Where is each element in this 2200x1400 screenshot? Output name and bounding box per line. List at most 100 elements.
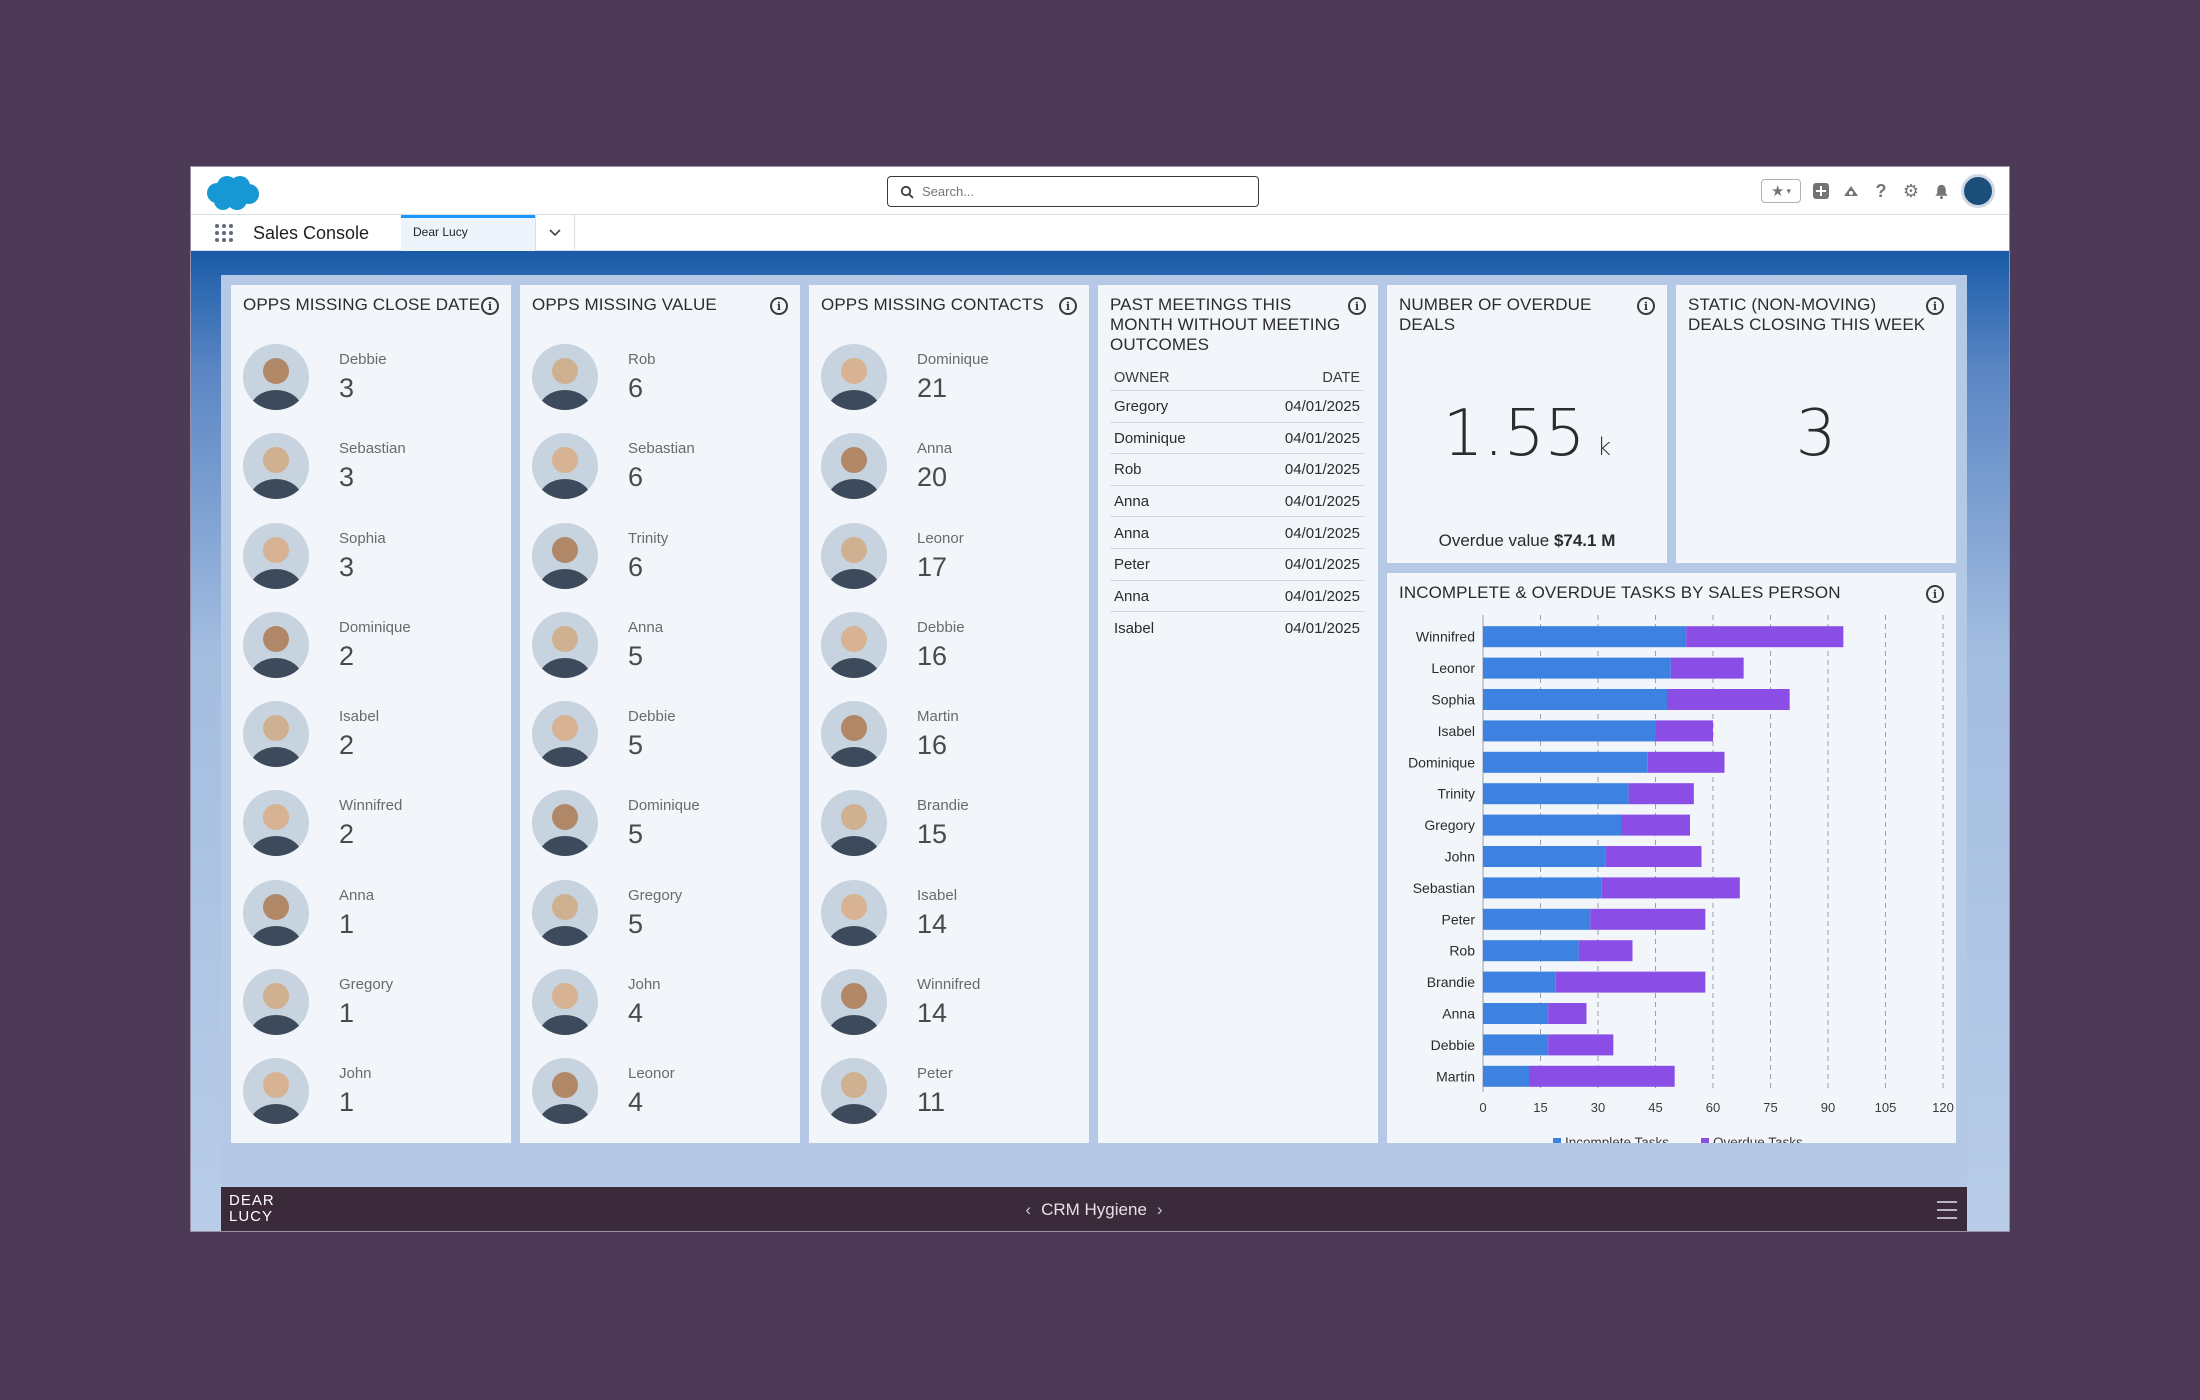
table-row[interactable]: Dominique 04/01/2025 bbox=[1110, 422, 1364, 455]
bar-incomplete-tasks bbox=[1483, 720, 1656, 742]
person-count: 3 bbox=[339, 462, 355, 493]
global-actions-icon[interactable] bbox=[1811, 181, 1831, 201]
person-row[interactable]: Sebastian 3 bbox=[243, 430, 499, 519]
person-row[interactable]: Dominique 5 bbox=[532, 787, 788, 876]
person-row[interactable]: Sebastian 6 bbox=[532, 430, 788, 519]
page-title: CRM Hygiene bbox=[1041, 1200, 1147, 1219]
person-count: 5 bbox=[628, 640, 644, 671]
nav-menu-button[interactable] bbox=[535, 215, 575, 251]
person-row[interactable]: Martin 16 bbox=[821, 698, 1077, 787]
avatar bbox=[243, 344, 309, 410]
info-icon[interactable]: i bbox=[1926, 297, 1944, 315]
bar-overdue-tasks bbox=[1670, 657, 1744, 679]
person-count: 21 bbox=[917, 373, 948, 403]
card-title: NUMBER OF OVERDUE DEALS bbox=[1399, 295, 1592, 335]
person-row[interactable]: Trinity 6 bbox=[532, 520, 788, 609]
logo-line: DEAR bbox=[229, 1192, 275, 1209]
person-row[interactable]: Gregory 5 bbox=[532, 877, 788, 966]
person-count: 11 bbox=[917, 1087, 946, 1118]
person-row[interactable]: Debbie 16 bbox=[821, 609, 1077, 698]
global-header: ★ ▾ ? ⚙ bbox=[191, 167, 2009, 215]
person-row[interactable]: Rob 6 bbox=[532, 341, 788, 430]
person-row[interactable]: Brandie 15 bbox=[821, 787, 1077, 876]
next-page-button[interactable]: › bbox=[1156, 1200, 1163, 1219]
person-name: Sebastian bbox=[339, 440, 406, 458]
person-row[interactable]: Sophia 3 bbox=[243, 520, 499, 609]
app-window: ★ ▾ ? ⚙ Sales Console Dear Lucy bbox=[190, 166, 2010, 1232]
info-icon[interactable]: i bbox=[1926, 585, 1944, 603]
person-name: Dominique bbox=[339, 618, 411, 636]
salesforce-cloud-logo[interactable] bbox=[203, 173, 261, 213]
table-row[interactable]: Anna 04/01/2025 bbox=[1110, 516, 1364, 549]
table-row[interactable]: Anna 04/01/2025 bbox=[1110, 580, 1364, 613]
person-row[interactable]: Anna 20 bbox=[821, 430, 1077, 519]
table-row[interactable]: Gregory 04/01/2025 bbox=[1110, 390, 1364, 423]
person-row[interactable]: John 4 bbox=[532, 966, 788, 1055]
overdue-value-amount: $74.1 M bbox=[1553, 531, 1616, 550]
info-icon[interactable]: i bbox=[1348, 297, 1366, 315]
x-tick-label: 45 bbox=[1648, 1100, 1662, 1115]
person-row[interactable]: Anna 5 bbox=[532, 609, 788, 698]
info-icon[interactable]: i bbox=[1059, 297, 1077, 315]
person-row[interactable]: Dominique 2 bbox=[243, 609, 499, 698]
info-icon[interactable]: i bbox=[1637, 297, 1655, 315]
person-row[interactable]: Leonor 4 bbox=[532, 1055, 788, 1144]
info-icon[interactable]: i bbox=[770, 297, 788, 315]
column-header-date[interactable]: DATE bbox=[1234, 365, 1364, 391]
info-icon[interactable]: i bbox=[481, 297, 499, 315]
title-line: DEALS CLOSING THIS WEEK bbox=[1688, 315, 1926, 334]
search-input[interactable] bbox=[922, 184, 1222, 199]
bar-overdue-tasks bbox=[1628, 783, 1694, 805]
person-row[interactable]: Winnifred 2 bbox=[243, 787, 499, 876]
person-row[interactable]: Isabel 14 bbox=[821, 877, 1077, 966]
person-row[interactable]: Leonor 17 bbox=[821, 520, 1077, 609]
help-icon[interactable]: ? bbox=[1875, 180, 1887, 201]
person-row[interactable]: Peter 11 bbox=[821, 1055, 1077, 1144]
person-row[interactable]: John 1 bbox=[243, 1055, 499, 1144]
person-row[interactable]: Anna 1 bbox=[243, 877, 499, 966]
table-row[interactable]: Anna 04/01/2025 bbox=[1110, 485, 1364, 518]
bar-overdue-tasks bbox=[1655, 720, 1713, 742]
chevron-down-icon: ▾ bbox=[1786, 185, 1791, 196]
person-row[interactable]: Isabel 2 bbox=[243, 698, 499, 787]
person-row[interactable]: Debbie 5 bbox=[532, 698, 788, 787]
card-static-deals-closing: STATIC (NON-MOVING) DEALS CLOSING THIS W… bbox=[1676, 285, 1956, 563]
bar-overdue-tasks bbox=[1686, 626, 1844, 648]
app-launcher-icon[interactable] bbox=[215, 224, 233, 242]
person-row[interactable]: Winnifred 14 bbox=[821, 966, 1077, 1055]
avatar bbox=[821, 1058, 887, 1125]
person-count: 2 bbox=[339, 819, 355, 850]
bell-icon[interactable] bbox=[1931, 181, 1951, 201]
person-count: 5 bbox=[628, 908, 644, 939]
avatar bbox=[243, 1058, 309, 1125]
person-count: 15 bbox=[917, 819, 948, 850]
bar-overdue-tasks bbox=[1548, 1034, 1614, 1056]
person-count: 20 bbox=[917, 462, 948, 493]
hamburger-menu-icon[interactable] bbox=[1937, 1201, 1957, 1219]
person-row[interactable]: Dominique 21 bbox=[821, 341, 1077, 430]
person-list: Dominique 21 Anna 20 Leonor 17 Debbie 16 Martin 1… bbox=[821, 341, 1077, 1145]
table-row[interactable]: Peter 04/01/2025 bbox=[1110, 548, 1364, 581]
table-row[interactable]: Rob 04/01/2025 bbox=[1110, 453, 1364, 486]
person-name: Leonor bbox=[628, 1065, 675, 1083]
table-row[interactable]: Isabel 04/01/2025 bbox=[1110, 612, 1364, 644]
user-avatar[interactable] bbox=[1961, 174, 1995, 208]
owner-cell: Rob bbox=[1110, 453, 1235, 486]
y-category-label: Isabel bbox=[1438, 723, 1475, 739]
global-search[interactable] bbox=[887, 176, 1259, 207]
person-row[interactable]: Debbie 3 bbox=[243, 341, 499, 430]
trailhead-icon[interactable] bbox=[1841, 181, 1861, 201]
gear-icon[interactable]: ⚙ bbox=[1902, 180, 1920, 201]
tab-dear-lucy[interactable]: Dear Lucy bbox=[401, 215, 535, 251]
favorites-button[interactable]: ★ ▾ bbox=[1761, 179, 1801, 203]
column-header-owner[interactable]: OWNER bbox=[1110, 365, 1235, 391]
star-icon: ★ bbox=[1771, 183, 1785, 200]
person-name: Anna bbox=[339, 886, 375, 904]
bar-overdue-tasks bbox=[1605, 846, 1702, 867]
meetings-table: OWNER DATE Gregory 04/01/2025 Dominique 04/… bbox=[1110, 365, 1364, 643]
person-row[interactable]: Gregory 1 bbox=[243, 966, 499, 1055]
previous-page-button[interactable]: ‹ bbox=[1025, 1200, 1032, 1219]
person-list: Rob 6 Sebastian 6 Trinity 6 Anna 5 Debbie 5 Domini… bbox=[532, 341, 788, 1145]
y-category-label: Anna bbox=[1442, 1006, 1475, 1022]
bar-overdue-tasks bbox=[1578, 940, 1633, 962]
